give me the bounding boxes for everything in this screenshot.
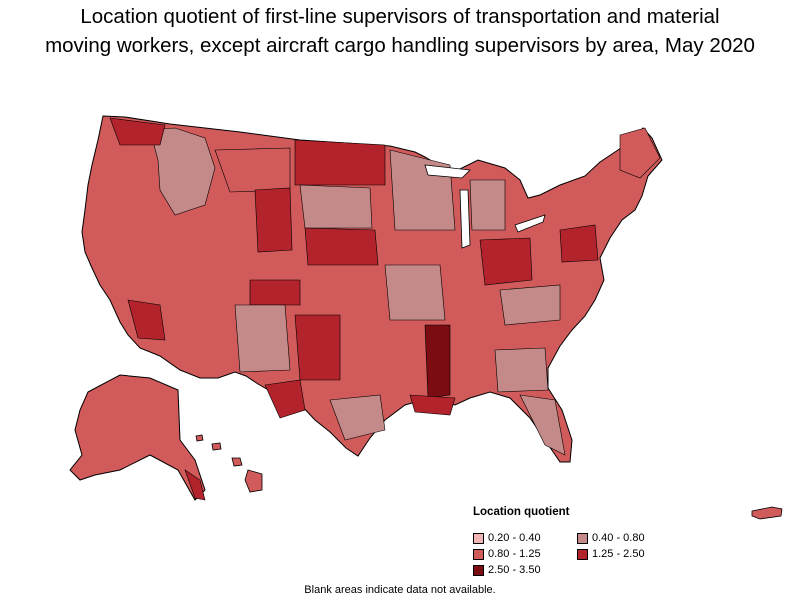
region-south-dakota-light [299, 184, 373, 229]
map-title-line-2: moving workers, except aircraft cargo ha… [45, 34, 755, 57]
region-southern-california-dark [127, 299, 166, 341]
region-nebraska-dark [304, 227, 379, 266]
region-florida-light [519, 394, 566, 456]
alaska-panhandle-dark [184, 469, 206, 501]
puerto-rico-shape [751, 506, 783, 520]
region-washington-dark [109, 117, 166, 146]
great-lakes [424, 164, 546, 249]
map-legend: Location quotient 0.20 - 0.40 0.40 - 0.8… [473, 505, 693, 577]
region-new-mexico-light [234, 304, 291, 373]
region-mississippi-dark [424, 324, 451, 399]
region-wyoming-dark [254, 187, 293, 253]
lake-erie [514, 214, 546, 233]
legend-label-2: 0.80 - 1.25 [488, 548, 541, 560]
lake-michigan [459, 189, 471, 249]
region-south-texas-light [329, 394, 386, 441]
hawaii-maui [231, 457, 243, 467]
legend-label-0: 0.20 - 0.40 [488, 532, 541, 544]
hawaii-big-island [244, 469, 263, 493]
legend-title: Location quotient [473, 506, 570, 518]
legend-label-4: 2.50 - 3.50 [488, 564, 541, 576]
legend-swatch-4 [473, 564, 484, 576]
region-georgia-light [494, 347, 549, 393]
region-appalachia-light [499, 284, 561, 326]
region-michigan-light [469, 179, 506, 231]
legend-item-3: 1.25 - 2.50 [577, 547, 687, 561]
region-west-texas-dark [264, 379, 306, 419]
map-title: Location quotient of first-line supervis… [0, 2, 800, 60]
region-north-dakota-dark [294, 139, 386, 186]
region-maine [619, 127, 661, 179]
legend-item-0: 0.20 - 0.40 [473, 531, 577, 545]
region-louisiana-dark [409, 394, 456, 416]
region-colorado-dark [249, 279, 301, 306]
legend-swatch-1 [577, 532, 588, 544]
region-idaho-montana-light [149, 127, 216, 216]
legend-swatch-0 [473, 532, 484, 544]
legend-item-2: 0.80 - 1.25 [473, 547, 577, 561]
legend-swatch-2 [473, 548, 484, 560]
legend-swatch-3 [577, 548, 588, 560]
legend-label-3: 1.25 - 2.50 [592, 548, 645, 560]
lake-superior [424, 164, 471, 179]
region-minnesota-wisconsin-light [389, 149, 456, 231]
map-title-line-1: Location quotient of first-line supervis… [80, 5, 720, 28]
alaska-shape [69, 374, 206, 501]
region-missouri-light [384, 264, 446, 321]
region-ohio-valley-dark [479, 237, 533, 286]
hawaii-kauai [195, 434, 204, 442]
legend-item-4: 2.50 - 3.50 [473, 563, 577, 577]
region-texas-panhandle-dark [294, 314, 341, 381]
region-northeast-dark [559, 224, 599, 263]
legend-item-1: 0.40 - 0.80 [577, 531, 687, 545]
legend-grid: 0.20 - 0.40 0.40 - 0.80 0.80 - 1.25 1.25… [473, 531, 693, 577]
hawaii-islands [195, 434, 263, 493]
hawaii-oahu [211, 442, 222, 451]
legend-label-1: 0.40 - 0.80 [592, 532, 645, 544]
blank-areas-note: Blank areas indicate data not available. [304, 584, 496, 596]
